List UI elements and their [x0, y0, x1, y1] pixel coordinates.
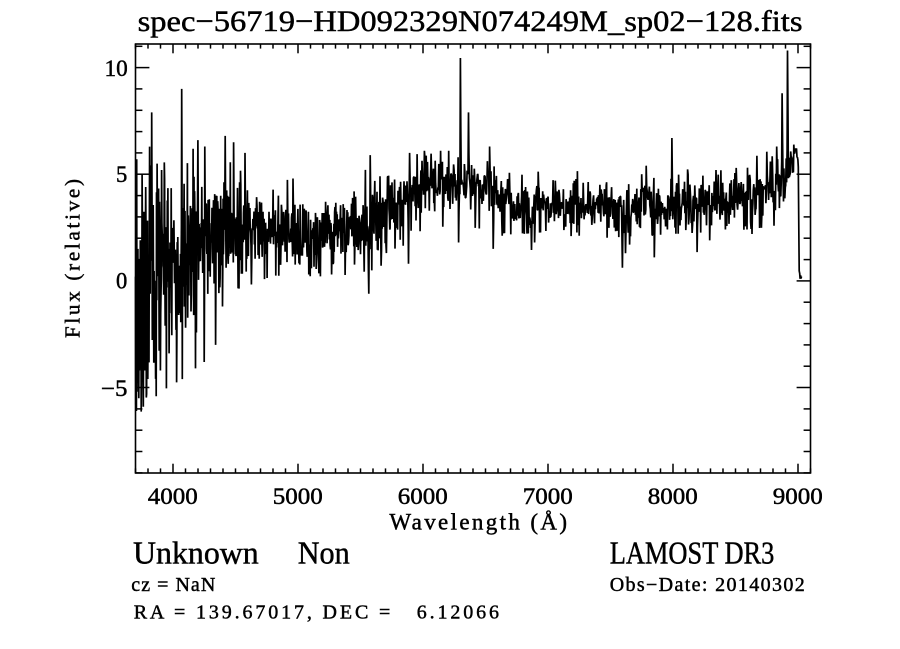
svg-text:Wavelength (Å): Wavelength (Å)	[389, 509, 567, 534]
svg-text:cz = NaN: cz = NaN	[131, 574, 215, 596]
svg-text:5000: 5000	[273, 484, 323, 509]
svg-text:Obs−Date: 20140302: Obs−Date: 20140302	[610, 574, 805, 596]
svg-text:Flux (relative): Flux (relative)	[60, 179, 84, 338]
svg-text:spec−56719−HD092329N074249M_sp: spec−56719−HD092329N074249M_sp02−128.fit…	[138, 5, 803, 38]
svg-text:Non: Non	[298, 535, 350, 571]
svg-text:RA = 139.67017, DEC = 6.1206: RA = 139.67017, DEC = 6.12066	[134, 602, 499, 624]
svg-text:8000: 8000	[648, 484, 698, 509]
svg-text:LAMOST DR3: LAMOST DR3	[610, 535, 775, 571]
svg-text:10: 10	[105, 56, 128, 81]
svg-text:6000: 6000	[398, 484, 448, 509]
svg-text:7000: 7000	[523, 484, 573, 509]
svg-text:0: 0	[116, 268, 127, 293]
svg-text:5: 5	[116, 162, 127, 187]
svg-text:−5: −5	[101, 376, 128, 401]
svg-text:9000: 9000	[773, 484, 823, 509]
svg-text:Unknown: Unknown	[133, 535, 259, 571]
svg-text:4000: 4000	[148, 484, 198, 509]
